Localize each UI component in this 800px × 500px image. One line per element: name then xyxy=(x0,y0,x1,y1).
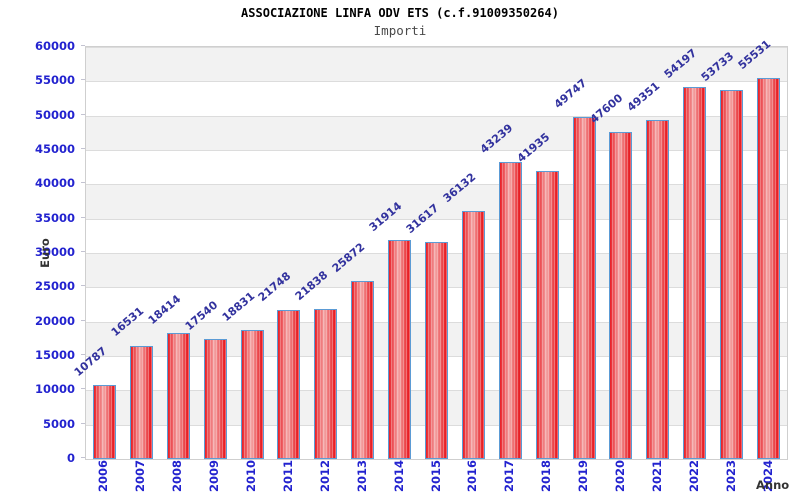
y-axis-tick-label: 30000 xyxy=(34,245,75,259)
y-axis-tick-label: 35000 xyxy=(34,210,75,225)
bar-2014 xyxy=(388,239,412,459)
x-axis-tick-label: 2021 xyxy=(649,459,664,492)
bar-2019 xyxy=(572,117,596,459)
chart-title: ASSOCIAZIONE LINFA ODV ETS (c.f.91009350… xyxy=(241,6,559,20)
y-axis-tick-mark xyxy=(81,354,85,355)
bar-2024 xyxy=(757,77,781,459)
x-axis-tick-label: 2007 xyxy=(133,459,148,492)
y-axis-tick-mark xyxy=(81,148,85,149)
bar-2006 xyxy=(92,384,116,459)
y-axis-tick-mark xyxy=(81,251,85,252)
gridline xyxy=(86,150,787,151)
y-axis-tick-label: 60000 xyxy=(34,39,75,53)
x-axis-tick-label: 2023 xyxy=(723,459,738,492)
plot-area xyxy=(85,46,788,460)
y-axis-tick-mark xyxy=(81,113,85,115)
y-axis-tick-label: 25000 xyxy=(34,279,75,294)
x-axis-tick-label: 2020 xyxy=(612,459,627,492)
bar-2010 xyxy=(240,329,264,459)
x-axis-tick-label: 2015 xyxy=(428,459,443,492)
y-axis-tick-mark xyxy=(81,388,85,390)
y-axis-tick-label: 15000 xyxy=(34,348,75,362)
y-axis-tick-mark xyxy=(81,285,85,287)
x-axis-tick-label: 2017 xyxy=(502,459,517,492)
x-axis-title: Anno xyxy=(756,478,790,492)
x-axis-tick-label: 2011 xyxy=(280,459,295,492)
y-axis-tick-label: 55000 xyxy=(34,73,75,88)
y-axis-tick-label: 45000 xyxy=(34,142,75,156)
y-axis-tick-mark xyxy=(81,45,85,46)
background-band xyxy=(86,47,787,82)
gridline xyxy=(86,81,787,83)
bar-2018 xyxy=(535,171,559,459)
gridline xyxy=(86,47,787,48)
bar-2020 xyxy=(609,132,633,459)
y-axis-tick-label: 50000 xyxy=(34,107,75,122)
bar-2009 xyxy=(203,338,227,459)
bar-2022 xyxy=(683,86,707,459)
x-axis-tick-label: 2013 xyxy=(354,459,369,492)
bar-2008 xyxy=(166,332,190,459)
x-axis-tick-label: 2012 xyxy=(317,459,332,492)
y-axis-tick-mark xyxy=(81,182,85,184)
y-axis-tick-label: 40000 xyxy=(34,176,75,191)
x-axis-tick-label: 2019 xyxy=(576,459,591,492)
bar-2021 xyxy=(646,120,670,459)
y-axis-tick-mark xyxy=(81,319,85,321)
x-axis-tick-label: 2016 xyxy=(465,459,480,492)
bar-2015 xyxy=(425,241,448,459)
y-axis-tick-label: 5000 xyxy=(42,416,75,431)
x-axis-tick-label: 2008 xyxy=(170,459,185,492)
gridline xyxy=(86,115,787,117)
gridline xyxy=(86,218,787,220)
x-axis-tick-label: 2009 xyxy=(207,459,222,492)
bar-2023 xyxy=(720,90,744,459)
background-band xyxy=(86,115,787,150)
x-axis-tick-label: 2014 xyxy=(391,459,406,492)
y-axis-tick-label: 10000 xyxy=(34,382,75,397)
background-band xyxy=(86,184,787,219)
bar-2017 xyxy=(498,162,522,459)
x-axis-tick-label: 2022 xyxy=(686,459,701,492)
bar-2011 xyxy=(277,309,301,459)
y-axis-title: Euro xyxy=(38,238,52,268)
y-axis-tick-mark xyxy=(81,422,85,424)
bar-2013 xyxy=(351,281,375,459)
chart-subtitle: Importi xyxy=(373,23,427,38)
x-axis-tick-label: 2018 xyxy=(539,459,554,492)
y-axis-tick-label: 0 xyxy=(66,451,75,465)
y-axis-tick-mark xyxy=(81,457,85,458)
bar-2016 xyxy=(461,210,485,459)
y-axis-tick-mark xyxy=(81,216,85,218)
gridline xyxy=(86,184,787,186)
y-axis-tick-mark xyxy=(81,79,85,81)
bar-2012 xyxy=(314,309,338,459)
bar-2007 xyxy=(129,345,153,459)
y-axis-tick-label: 20000 xyxy=(34,313,75,328)
x-axis-tick-label: 2010 xyxy=(244,459,259,492)
x-axis-tick-label: 2006 xyxy=(96,459,111,492)
